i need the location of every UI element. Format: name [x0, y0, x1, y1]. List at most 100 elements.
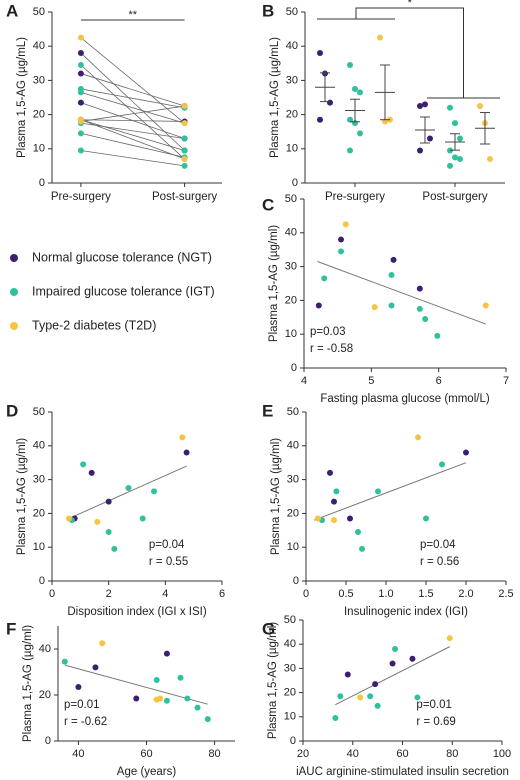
pair-line [80, 119, 185, 122]
point [482, 302, 489, 309]
x-tick-label: 60 [140, 748, 152, 760]
point [357, 130, 363, 137]
point [77, 147, 84, 154]
x-tick-label: 6 [436, 375, 442, 387]
y-tick-label: 10 [284, 711, 296, 723]
point [77, 116, 84, 123]
fit-line [64, 664, 208, 705]
point [181, 103, 188, 110]
y-tick-label: 40 [287, 440, 299, 452]
y-tick-label: 10 [285, 328, 297, 340]
y-tick-label: 10 [33, 143, 45, 155]
x-tick-label: 5 [368, 375, 374, 387]
point [417, 147, 423, 154]
y-tick-label: 10 [287, 541, 299, 553]
point [374, 702, 381, 709]
x-tick-label: Pre-surgery [51, 191, 111, 203]
panel-letter: G [262, 619, 275, 638]
y-tick-label: 30 [286, 74, 298, 86]
x-tick-label: 2.0 [458, 588, 473, 600]
point [183, 449, 190, 456]
y-tick-label: 0 [39, 575, 45, 587]
legend-marker [10, 322, 18, 330]
point [80, 461, 87, 468]
point [457, 135, 463, 142]
legend: Normal glucose tolerance (NGT) Impaired g… [10, 250, 215, 332]
point [357, 694, 364, 701]
x-tick-label: 20 [297, 748, 309, 760]
y-tick-label: 20 [284, 687, 296, 699]
point [153, 677, 160, 684]
panel-letter: A [6, 1, 18, 20]
point [347, 515, 353, 522]
point [179, 434, 186, 441]
legend-marker [10, 254, 18, 262]
point [417, 103, 423, 110]
point [377, 34, 383, 41]
point [439, 461, 445, 468]
point [151, 488, 157, 495]
point [390, 256, 397, 263]
point [99, 640, 106, 647]
point [388, 302, 395, 309]
point [163, 650, 170, 657]
x-axis-label: iAUC arginine-stimulated insulin secreti… [296, 766, 509, 778]
x-tick-label: Post-surgery [152, 191, 217, 203]
panel-letter: B [262, 1, 274, 20]
point [94, 518, 101, 525]
point [317, 116, 323, 123]
pair-line [80, 64, 185, 160]
x-axis-label: Fasting plasma glucose (mmol/L) [320, 393, 490, 405]
point [321, 275, 328, 282]
point [317, 50, 323, 57]
point [184, 695, 191, 702]
point [163, 697, 170, 704]
point [344, 671, 351, 678]
stat-annotation: p=0.01 [416, 699, 452, 711]
y-tick-label: 40 [33, 40, 45, 52]
y-tick-label: 20 [33, 109, 45, 121]
y-axis-label: Plasma 1,5-AG (µg/ml) [270, 438, 282, 555]
point [194, 704, 201, 711]
point [371, 304, 378, 311]
point [75, 683, 82, 690]
point [177, 674, 184, 681]
point [415, 434, 421, 441]
x-axis-label: Age (years) [117, 766, 177, 778]
point [92, 664, 99, 671]
point [181, 147, 188, 154]
point [181, 162, 188, 169]
point [77, 89, 84, 96]
x-tick-label: 0 [49, 588, 55, 600]
point [409, 655, 416, 662]
point [422, 101, 428, 108]
y-tick-label: 20 [33, 507, 45, 519]
x-tick-label: 40 [72, 748, 84, 760]
fit-line [313, 462, 467, 521]
panel-letter: C [262, 195, 274, 214]
point [111, 545, 118, 552]
point [347, 62, 353, 69]
panel-letter: F [6, 619, 16, 638]
point [77, 50, 84, 57]
x-tick-label: 6 [219, 588, 225, 600]
x-tick-label: 100 [493, 748, 511, 760]
point [347, 116, 353, 123]
point [452, 120, 458, 127]
pair-line [80, 133, 185, 158]
x-tick-label: 0.5 [338, 588, 353, 600]
y-tick-label: 30 [284, 662, 296, 674]
point [372, 681, 379, 688]
y-tick-label: 50 [33, 406, 45, 418]
point [422, 315, 429, 322]
point [331, 517, 337, 524]
pair-line [80, 88, 185, 109]
y-tick-label: 0 [290, 735, 296, 747]
pair-line [80, 119, 185, 151]
point [181, 156, 188, 163]
point [427, 135, 433, 142]
stat-annotation: r = 0.69 [416, 716, 455, 728]
point [77, 99, 84, 106]
point [125, 485, 132, 492]
